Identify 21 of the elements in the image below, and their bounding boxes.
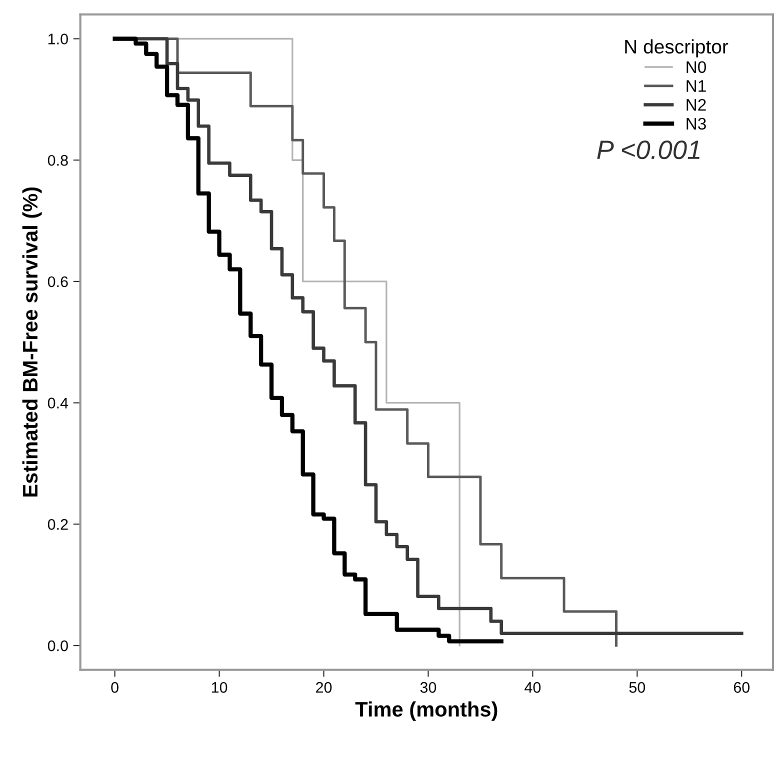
- y-tick-label: 0.4: [48, 398, 68, 408]
- legend-label: N2: [686, 98, 706, 111]
- x-tick-label: 60: [734, 682, 750, 693]
- legend-label: N0: [686, 61, 706, 74]
- x-tick-label: 10: [212, 682, 228, 693]
- y-tick-label: 0.6: [48, 276, 68, 288]
- x-tick-label: 0: [111, 682, 118, 693]
- y-axis-title: Estimated BM-Free survival (%): [22, 187, 42, 496]
- x-axis-title: Time (months): [355, 701, 498, 721]
- x-tick-label: 40: [524, 682, 541, 693]
- y-tick-label: 1.0: [48, 34, 68, 44]
- y-tick-label: 0.0: [48, 640, 68, 652]
- x-tick-label: 30: [420, 682, 436, 693]
- legend-label: N3: [686, 118, 706, 130]
- x-tick-label: 50: [629, 682, 646, 693]
- annotation: P <0.001: [597, 140, 700, 160]
- x-tick-label: 20: [316, 682, 332, 693]
- y-tick-label: 0.2: [48, 519, 68, 530]
- y-tick-label: 0.8: [48, 154, 68, 166]
- legend-title: N descriptor: [625, 39, 728, 58]
- legend-label: N1: [686, 80, 706, 92]
